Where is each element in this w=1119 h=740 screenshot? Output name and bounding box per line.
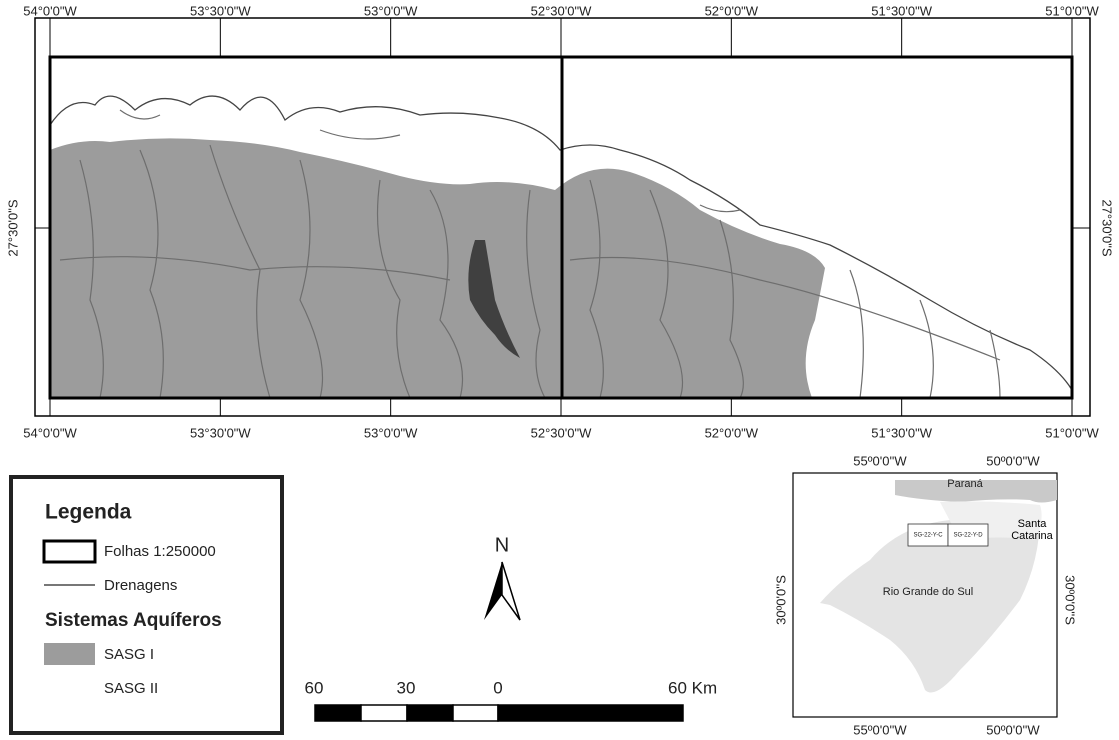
top-tick-label: 53°30'0"W: [190, 3, 251, 18]
top-tick-label: 52°0'0"W: [705, 3, 759, 18]
top-tick-label: 51°30'0"W: [871, 3, 932, 18]
left-tick: 27°30'0"S: [5, 199, 20, 256]
top-tick-label: 54°0'0"W: [23, 3, 77, 18]
scale-label: 30: [397, 678, 416, 697]
north-arrow: [502, 562, 520, 620]
bottom-tick-label: 51°0'0"W: [1045, 425, 1099, 440]
inset-left-tick: 30º0'0''S: [773, 575, 788, 625]
scale-bar: [315, 705, 683, 721]
inset-top-tick: 55º0'0''W: [853, 453, 907, 468]
state-label: Rio Grande do Sul: [883, 586, 974, 598]
inset-sheet-label: SG-22-Y-D: [953, 533, 983, 539]
inset-bottom-tick: 50º0'0''W: [986, 722, 1040, 737]
state-label: Santa Catarina: [1010, 518, 1054, 542]
top-tick-label: 53°0'0"W: [364, 3, 418, 18]
inset-bottom-tick: 55º0'0''W: [853, 722, 907, 737]
legend-sasg-i-symbol: [44, 643, 95, 665]
top-tick-label: 52°30'0"W: [531, 3, 592, 18]
right-tick: 27°30'0"S: [1100, 199, 1115, 256]
inset-top-tick: 50º0'0''W: [986, 453, 1040, 468]
scale-label: 60 Km: [668, 678, 717, 697]
legend-title: Legenda: [45, 501, 132, 524]
page: 54°0'0"W 53°30'0"W 53°0'0"W 52°30'0"W 52°0'0…: [0, 0, 1119, 740]
north-arrow: [484, 562, 502, 620]
map-body: [50, 57, 1072, 398]
inset-sheet-label: SG-22-Y-C: [913, 533, 943, 539]
scale-label: 0: [493, 678, 502, 697]
legend-item: Folhas 1:250000: [104, 543, 216, 560]
legend-sheet-symbol: [44, 541, 95, 562]
bottom-tick-label: 52°0'0"W: [705, 425, 759, 440]
bottom-tick-label: 53°30'0"W: [190, 425, 251, 440]
inset-right-tick: 30º0'0''S: [1063, 575, 1078, 625]
bottom-tick-label: 52°30'0"W: [531, 425, 592, 440]
state-label: Paraná: [947, 478, 983, 490]
legend-system: SASG II: [104, 680, 158, 697]
legend-item: Drenagens: [104, 577, 177, 594]
bottom-tick-label: 54°0'0"W: [23, 425, 77, 440]
north-label: N: [495, 534, 509, 556]
legend-subtitle: Sistemas Aquíferos: [45, 610, 222, 631]
top-tick-label: 51°0'0"W: [1045, 3, 1099, 18]
bottom-tick-label: 53°0'0"W: [364, 425, 418, 440]
bottom-tick-label: 51°30'0"W: [871, 425, 932, 440]
scale-label: 60: [305, 678, 324, 697]
legend-system: SASG I: [104, 646, 154, 663]
state-label-box: Santa Catarina: [1010, 518, 1060, 548]
